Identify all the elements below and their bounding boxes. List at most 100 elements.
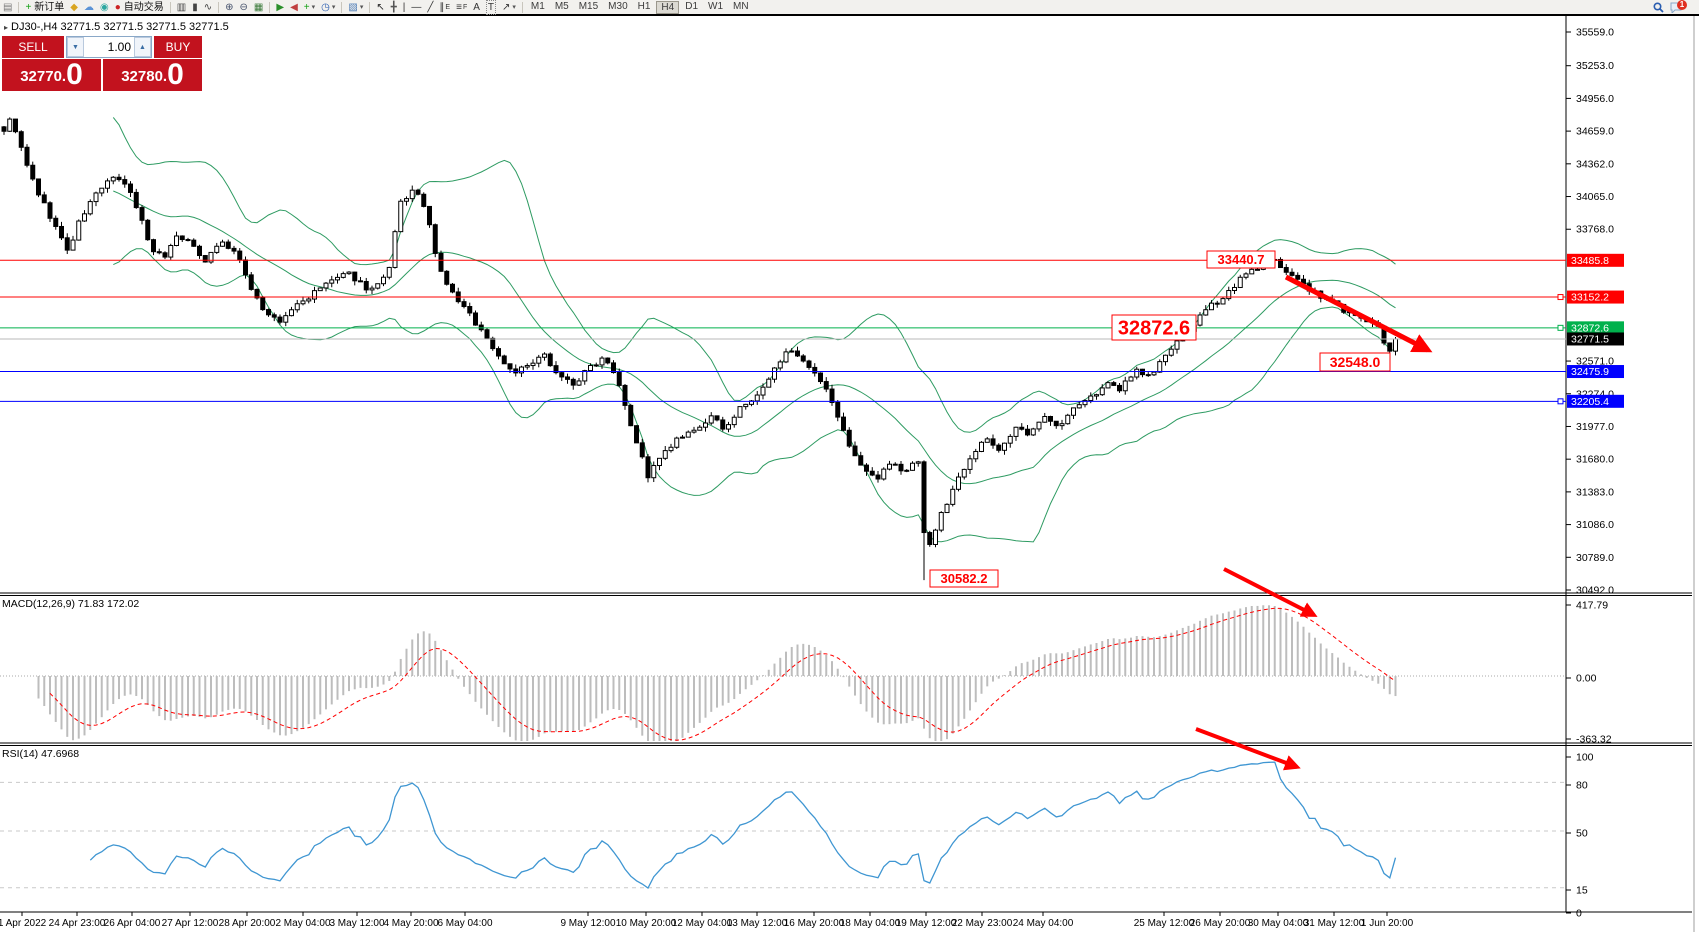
autotrading-button[interactable]: ● 自动交易 [114,1,164,13]
cursor-icon[interactable]: ↖ [376,1,385,13]
candle-body [651,465,657,479]
candle-body [185,239,191,242]
crosshair-icon[interactable]: ╋ [390,1,397,13]
candle-body [335,276,340,281]
chart-window-icon[interactable]: ▤ [3,1,13,13]
volume-input[interactable] [84,37,134,57]
price-annotation-box[interactable] [1206,250,1276,269]
channel-icon[interactable]: ∥ E [439,1,451,13]
bar-chart-icon[interactable]: ▥ [176,1,187,13]
new-order-button[interactable]: + 新订单 [25,1,65,13]
price-annotation-box[interactable] [1111,314,1197,341]
timeframe-m30-button[interactable]: M30 [608,1,628,12]
candle-body [582,370,588,382]
candle-body [116,176,122,181]
chat-icon[interactable]: 1 [1667,0,1695,14]
candle-body [179,235,185,241]
candle-body [1082,400,1088,406]
candle-body [381,276,386,285]
timeframe-m1-button[interactable]: M1 [530,1,545,12]
cloud-icon[interactable]: ☁ [84,1,94,13]
candle-body [559,372,565,378]
candle-body [484,329,490,339]
rsi-axis-label: 50 [1576,828,1588,840]
timeframe-h4-button[interactable]: H4 [656,0,680,14]
candle-body [1094,394,1099,397]
buy-button[interactable]: BUY [154,36,202,58]
candle-body [766,378,772,388]
timeframe-h1-button[interactable]: H1 [637,1,651,12]
indicators-button[interactable]: + ▾ [303,1,316,13]
candle-body [892,463,898,466]
text-icon[interactable]: A [473,1,480,13]
candle-body [915,461,921,464]
candle-body [743,403,749,408]
candle-body [1174,340,1180,350]
horizontal-line-icon[interactable]: — [411,1,422,13]
volume-decrease-button[interactable]: ▼ [67,37,84,57]
gold-icon[interactable]: ◆ [70,1,78,13]
candle-body [220,241,225,247]
zoom-in-icon[interactable]: ⊕ [225,1,234,13]
zoom-out-icon[interactable]: ⊖ [239,1,248,13]
candle-body [1249,268,1255,275]
timeframe-m5-button[interactable]: M5 [554,1,569,12]
autoscroll-icon[interactable]: ▶ [276,1,285,13]
trendline-icon[interactable]: ╱ [427,1,434,13]
candle-body [904,469,910,472]
toolbar-separator [369,1,371,13]
price-annotation-box[interactable] [929,569,999,588]
price-annotation-box[interactable] [1319,352,1391,372]
trend-arrow[interactable] [1195,727,1301,771]
trend-arrow[interactable] [1223,567,1318,617]
candle-body [346,271,352,275]
label-icon[interactable]: T [485,0,496,15]
candle-body [47,202,53,219]
chart-profile-icon[interactable]: ▧ ▾ [348,1,364,13]
candle-body [473,312,478,326]
vertical-line-icon[interactable]: | [402,1,406,13]
notification-badge: 1 [1677,0,1687,10]
signal-icon[interactable]: ◉ [100,1,109,13]
candle-body [1048,416,1053,422]
candle-body [605,357,611,364]
sell-price[interactable]: 32770. 0 [2,59,101,91]
candle-body [1237,276,1243,288]
fibonacci-icon[interactable]: ≡ F [456,1,468,13]
trend-arrow[interactable] [1284,274,1433,353]
timeframe-d1-button[interactable]: D1 [685,1,699,12]
candle-body [1226,290,1232,300]
tile-windows-icon[interactable]: ▦ [253,1,264,13]
buy-price[interactable]: 32780. 0 [103,59,202,91]
timeframe-w1-button[interactable]: W1 [708,1,724,12]
sell-button[interactable]: SELL [2,36,64,58]
candle-body [726,424,731,430]
line-handle[interactable] [1557,324,1564,331]
periods-button[interactable]: ◷ ▾ [321,1,336,13]
time-tick-label: 31 May 12:00 [1304,918,1365,929]
arrows-icon[interactable]: ↗ ▾ [502,1,516,13]
line-handle[interactable] [1557,398,1564,405]
candlestick-icon[interactable]: ▮ [192,1,198,13]
price-tick-label: 30492.0 [1576,585,1614,597]
candle-body [927,532,933,545]
timeframe-m15-button[interactable]: M15 [578,1,599,12]
search-icon[interactable] [1650,1,1667,14]
price-annotation-text: 30582.2 [941,571,988,586]
candle-body [858,455,864,466]
chart-shift-icon[interactable]: ◀ [290,1,298,13]
price-tick-label: 31977.0 [1576,421,1614,433]
top-toolbar: ▤ + 新订单 ◆ ☁ ◉ ● 自动交易 ▥ ▮ ∿ ⊕ ⊖ ▦ ▶ ◀ + ▾ ◷ ▾ ▧ ▾ ↖ ╋ | — ╱ ∥ E ≡ F A T ↗ ▾… [0,0,1699,16]
line-chart-icon[interactable]: ∿ [203,1,213,13]
volume-increase-button[interactable]: ▲ [134,37,151,57]
candle-body [674,437,680,448]
time-tick-label: 18 May 04:00 [840,918,901,929]
timeframe-mn-button[interactable]: MN [733,1,749,12]
candle-body [398,200,404,233]
candle-body [30,164,36,180]
candle-body [277,316,283,323]
candle-body [1117,384,1122,392]
line-handle[interactable] [1557,294,1564,301]
time-tick-label: 28 Apr 20:00 [219,918,276,929]
